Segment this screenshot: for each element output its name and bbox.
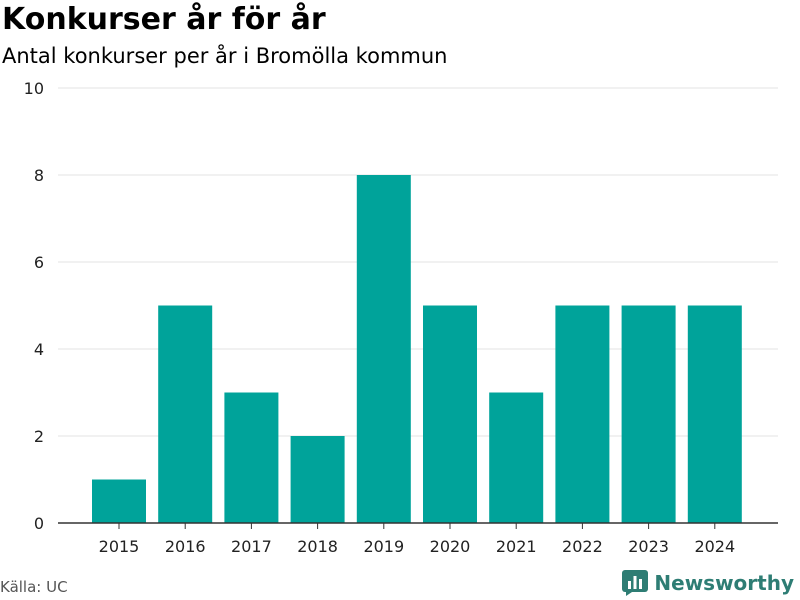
brand-name: Newsworthy [654, 571, 794, 595]
y-tick-label: 0 [34, 514, 44, 533]
bar-2022 [555, 305, 610, 523]
chart-subtitle: Antal konkurser per år i Bromölla kommun [2, 44, 448, 68]
bar-2016 [158, 305, 213, 523]
brand-logo: Newsworthy [622, 568, 794, 598]
x-axis-ticks: 2015 2016 2017 2018 2019 2020 2021 2022 2023 2024 [99, 523, 735, 556]
bar-chart-logo-icon [622, 570, 649, 596]
source-note: Källa: UC [0, 578, 68, 596]
x-tick-label: 2020 [430, 537, 471, 556]
x-tick-label: 2021 [496, 537, 537, 556]
y-tick-label: 2 [34, 427, 44, 446]
x-tick-label: 2017 [231, 537, 272, 556]
bars [92, 175, 742, 523]
bar-2015 [92, 479, 146, 523]
bar-2019 [356, 175, 411, 523]
bar-2018 [290, 436, 345, 523]
y-tick-label: 8 [34, 166, 44, 185]
y-axis-ticks: 0 2 4 6 8 10 [24, 79, 44, 533]
y-tick-label: 4 [34, 340, 44, 359]
chart-title: Konkurser år för år [2, 2, 326, 37]
bar-2020 [423, 305, 477, 523]
x-tick-label: 2015 [99, 537, 140, 556]
x-tick-label: 2024 [694, 537, 735, 556]
x-tick-label: 2022 [562, 537, 603, 556]
x-tick-label: 2018 [297, 537, 338, 556]
y-tick-label: 10 [24, 79, 44, 98]
x-tick-label: 2019 [363, 537, 404, 556]
x-tick-label: 2023 [628, 537, 669, 556]
y-tick-label: 6 [34, 253, 44, 272]
bar-2021 [489, 392, 544, 523]
bar-2023 [621, 305, 676, 523]
bar-2024 [687, 305, 742, 523]
bar-2017 [224, 392, 279, 523]
x-tick-label: 2016 [165, 537, 206, 556]
